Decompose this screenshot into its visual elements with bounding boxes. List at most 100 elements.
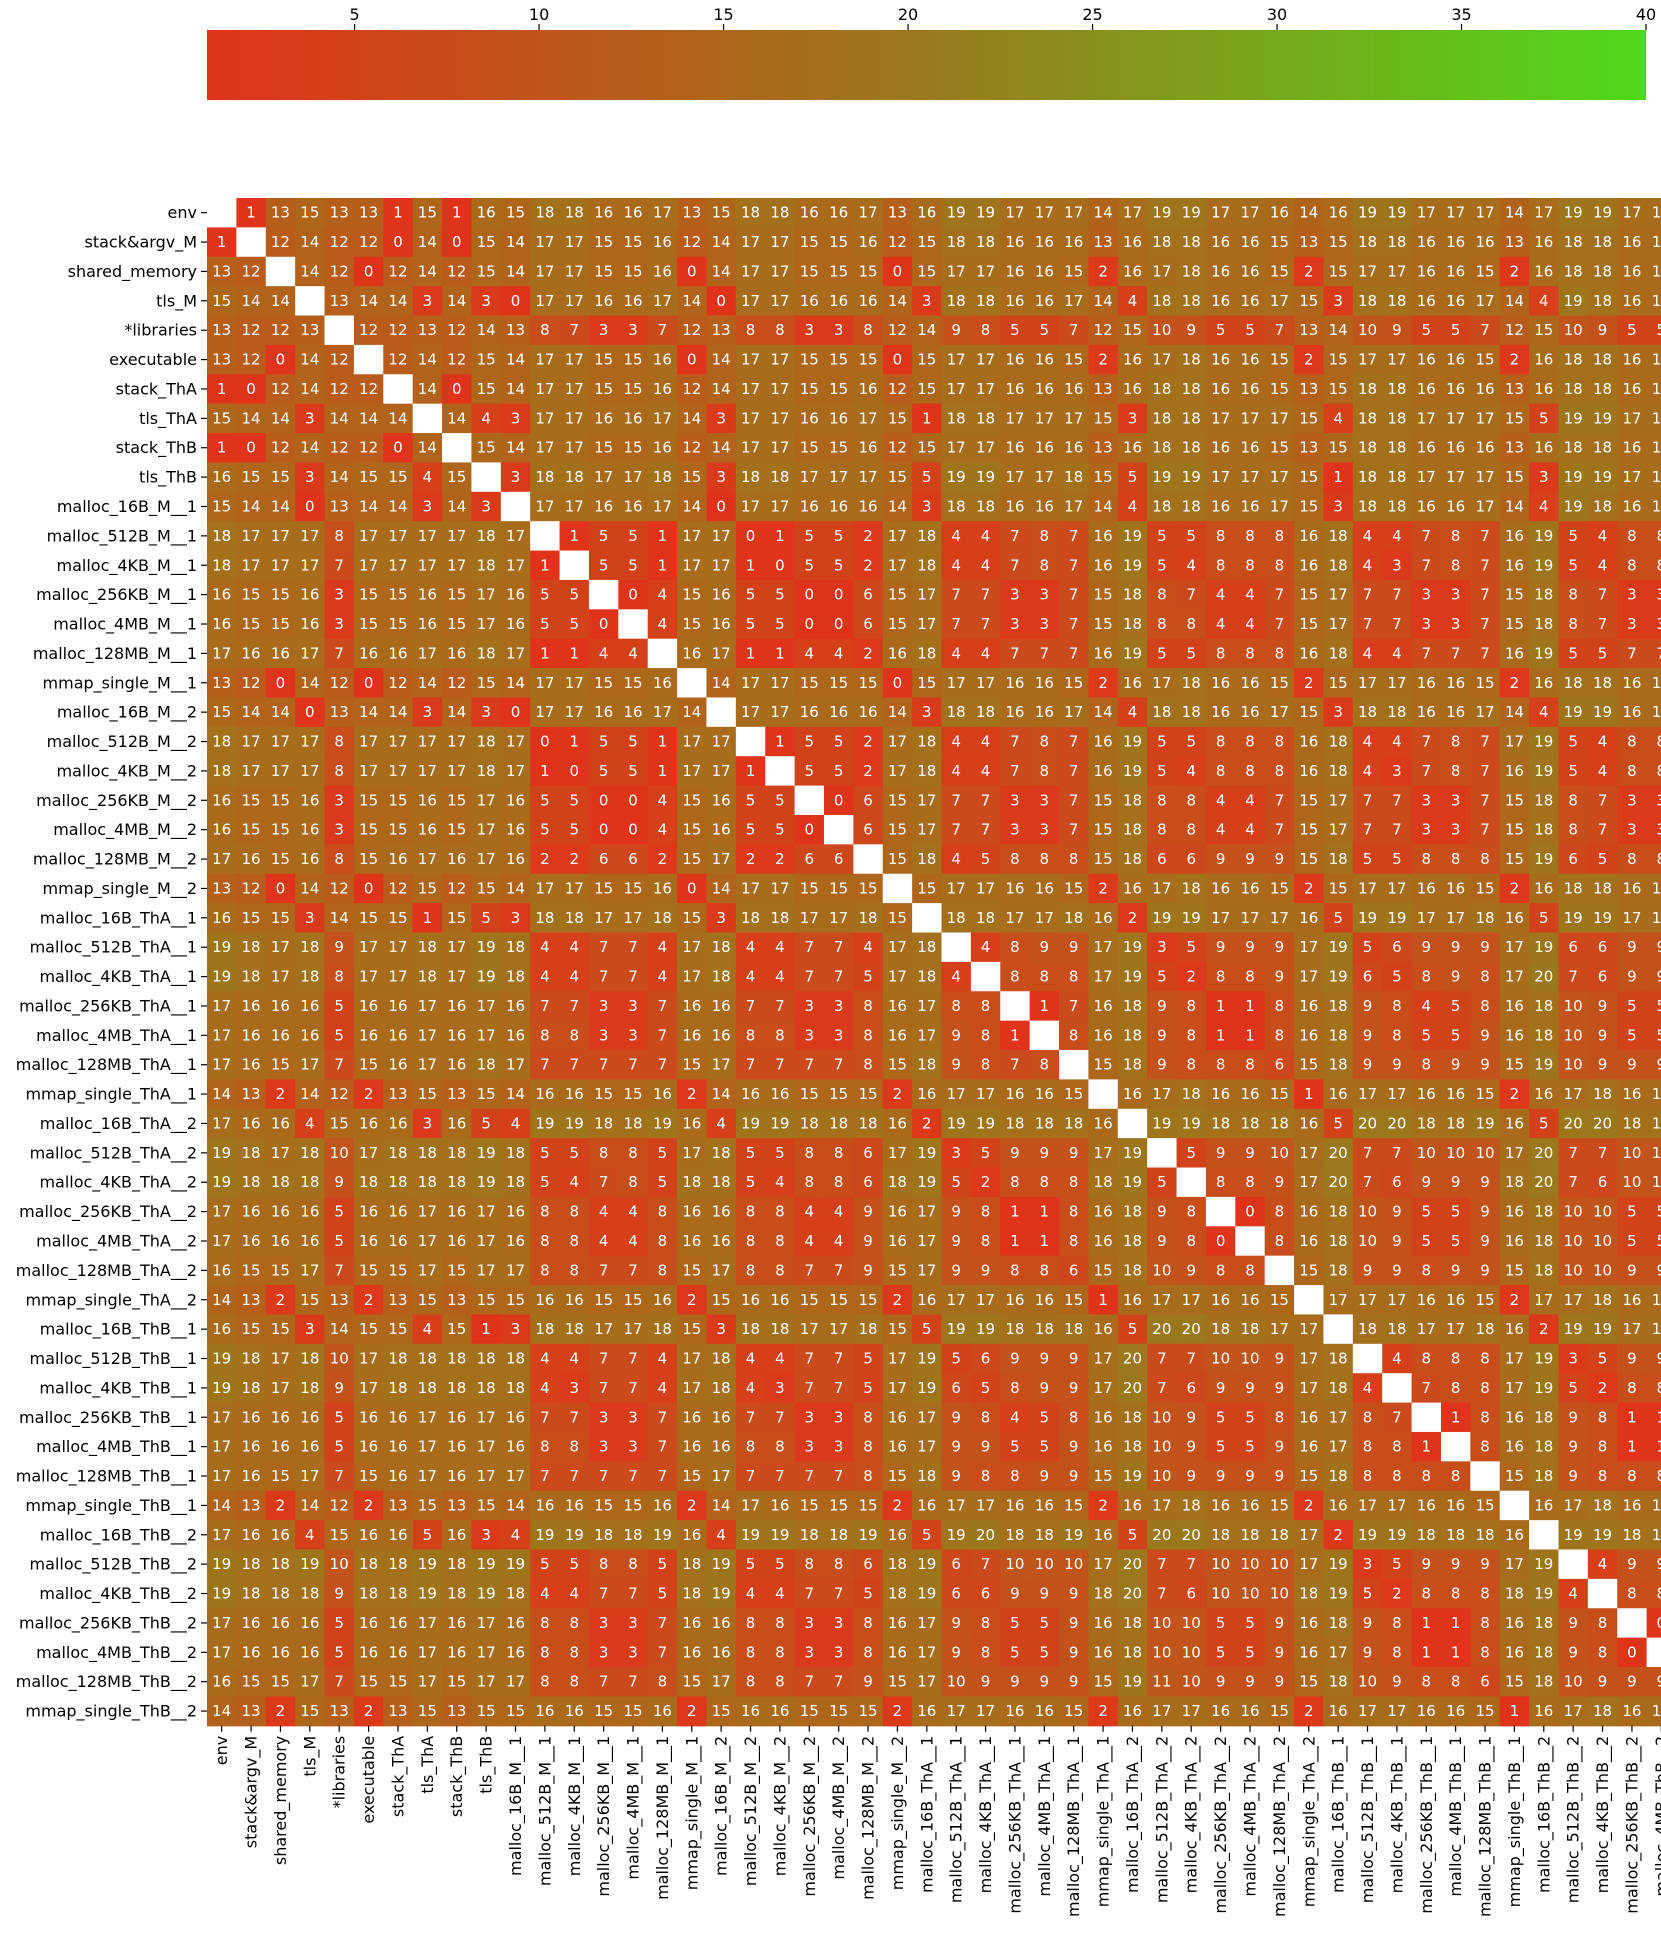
heatmap-cell-label: 18: [1329, 1350, 1348, 1368]
heatmap-cell-label: 9: [1480, 1232, 1490, 1250]
heatmap-cell-label: 17: [1534, 1291, 1553, 1309]
heatmap-cell-empty: [912, 903, 942, 933]
heatmap-cell-label: 15: [242, 468, 261, 486]
heatmap-cell-label: 19: [1475, 1114, 1494, 1132]
heatmap-cell-label: 8: [1627, 556, 1637, 574]
heatmap-cell-label: 5: [1186, 644, 1196, 662]
heatmap-cell-label: 20: [1358, 1114, 1377, 1132]
heatmap-cell-label: 10: [1152, 1438, 1171, 1456]
heatmap-cell-label: 14: [330, 909, 349, 927]
heatmap-cell-label: 5: [481, 909, 491, 927]
heatmap-cell-label: 4: [658, 1379, 668, 1397]
heatmap-cell-label: 8: [1657, 733, 1661, 751]
heatmap-cell-label: 17: [388, 733, 407, 751]
heatmap-cell-label: 5: [658, 1555, 668, 1573]
heatmap-cell-label: 16: [1005, 262, 1024, 280]
heatmap-cell-label: 7: [599, 968, 609, 986]
heatmap-cell-label: 16: [271, 1232, 290, 1250]
heatmap-cell-label: 2: [1333, 1526, 1343, 1544]
heatmap-cell-label: 16: [1299, 1026, 1318, 1044]
heatmap-cell-label: 1: [569, 644, 579, 662]
heatmap-cell-label: 5: [540, 1144, 550, 1162]
heatmap-cell-label: 14: [330, 409, 349, 427]
heatmap-cell-label: 19: [917, 1173, 936, 1191]
heatmap-cell-label: 19: [1534, 527, 1553, 545]
heatmap-cell-label: 18: [1270, 1526, 1289, 1544]
heatmap-cell-label: 16: [212, 791, 231, 809]
heatmap-cell-label: 1: [775, 644, 785, 662]
heatmap-cell-label: 18: [682, 1555, 701, 1573]
heatmap-cell-label: 8: [1451, 762, 1461, 780]
heatmap-cell-label: 14: [1505, 204, 1524, 222]
heatmap-cell-label: 8: [1216, 556, 1226, 574]
heatmap-cell-label: 16: [1005, 1496, 1024, 1514]
heatmap-cell-label: 5: [1568, 762, 1578, 780]
heatmap-cell-label: 19: [1534, 1585, 1553, 1603]
heatmap-cell-label: 16: [242, 1526, 261, 1544]
heatmap-cell-label: 16: [829, 204, 848, 222]
heatmap-cell-label: 18: [1329, 1232, 1348, 1250]
heatmap-cell-label: 19: [535, 1114, 554, 1132]
heatmap-cell-label: 16: [1622, 439, 1641, 457]
heatmap-cell-label: 14: [506, 1085, 525, 1103]
heatmap-cell-label: 3: [1421, 791, 1431, 809]
heatmap-cell-label: 16: [888, 1203, 907, 1221]
heatmap-cell-label: 6: [1598, 938, 1608, 956]
heatmap-cell-label: 16: [418, 615, 437, 633]
heatmap-cell-label: 7: [981, 791, 991, 809]
heatmap-cell-label: 16: [359, 997, 378, 1015]
heatmap-cell-label: 8: [1245, 1056, 1255, 1074]
heatmap-cell-label: 9: [1421, 1555, 1431, 1573]
heatmap-cell-label: 1: [746, 762, 756, 780]
heatmap-cell-label: 17: [770, 292, 789, 310]
heatmap-cell-label: 14: [418, 380, 437, 398]
heatmap-cell-label: 5: [834, 527, 844, 545]
heatmap-cell-label: 7: [540, 997, 550, 1015]
heatmap-cell-label: 3: [599, 1026, 609, 1044]
heatmap-cell-label: 9: [1421, 938, 1431, 956]
heatmap-cell-label: 14: [712, 380, 731, 398]
heatmap-cell-label: 9: [1040, 938, 1050, 956]
heatmap-cell-label: 16: [506, 997, 525, 1015]
heatmap-cell-label: 16: [1505, 1232, 1524, 1250]
heatmap-cell-label: 8: [1598, 1467, 1608, 1485]
heatmap-cell-label: 7: [1069, 321, 1079, 339]
heatmap-cell-label: 9: [1568, 1438, 1578, 1456]
heatmap-cell-label: 18: [947, 409, 966, 427]
heatmap-cell-label: 17: [1270, 468, 1289, 486]
colorbar-tick-label: 20: [898, 5, 918, 24]
heatmap-cell-label: 18: [1564, 439, 1583, 457]
heatmap-cell-label: 17: [1652, 409, 1661, 427]
heatmap-cell-label: 8: [1069, 850, 1079, 868]
heatmap-cell-label: 12: [388, 351, 407, 369]
heatmap-cell-label: 17: [682, 938, 701, 956]
heatmap-cell-label: 16: [212, 821, 231, 839]
heatmap-cell-label: 16: [623, 703, 642, 721]
heatmap-cell-label: 18: [1123, 1026, 1142, 1044]
heatmap-cell-label: 18: [1152, 497, 1171, 515]
heatmap-cell-label: 17: [359, 1379, 378, 1397]
heatmap-cell-label: 15: [1299, 586, 1318, 604]
heatmap-cell-label: 19: [1593, 909, 1612, 927]
heatmap-cell-label: 16: [653, 674, 672, 692]
heatmap-cell-label: 18: [212, 733, 231, 751]
heatmap-cell-label: 7: [1275, 321, 1285, 339]
heatmap-cell-label: 18: [212, 527, 231, 545]
heatmap-cell-label: 19: [859, 1526, 878, 1544]
heatmap-cell-label: 4: [1245, 615, 1255, 633]
heatmap-cell-label: 18: [359, 1173, 378, 1191]
heatmap-cell-label: 20: [1152, 1526, 1171, 1544]
heatmap-cell-label: 15: [1475, 351, 1494, 369]
heatmap-cell-label: 18: [1622, 1114, 1641, 1132]
heatmap-cell-label: 16: [300, 586, 319, 604]
heatmap-cell-label: 6: [1598, 1173, 1608, 1191]
heatmap-cell-label: 16: [1329, 204, 1348, 222]
heatmap-cell-label: 8: [1627, 850, 1637, 868]
heatmap-cell-label: 16: [242, 1408, 261, 1426]
heatmap-cell-label: 16: [1211, 262, 1230, 280]
heatmap-cell-label: 18: [1329, 1467, 1348, 1485]
heatmap-cell-label: 15: [829, 1496, 848, 1514]
heatmap-cell-label: 17: [1446, 468, 1465, 486]
heatmap-cell-label: 14: [1094, 292, 1113, 310]
heatmap-cell-label: 19: [1534, 850, 1553, 868]
